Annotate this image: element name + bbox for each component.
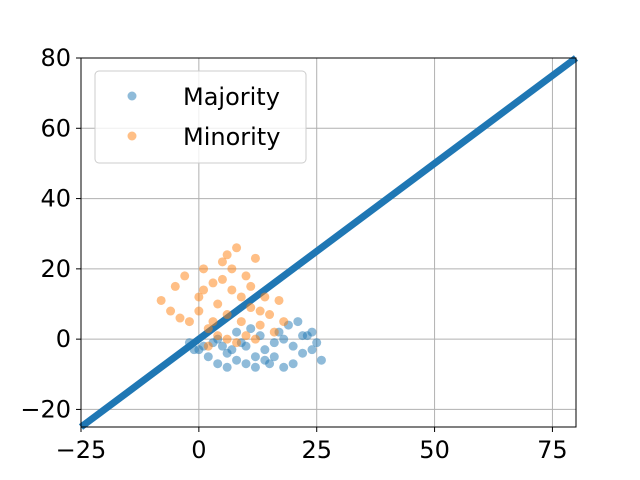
minority-point: [274, 295, 284, 305]
minority-point: [241, 331, 251, 341]
x-tick-label: 50: [419, 436, 450, 464]
y-tick-label: 20: [40, 255, 71, 283]
majority-point: [316, 355, 326, 365]
minority-point: [250, 253, 260, 263]
minority-point: [180, 271, 190, 281]
minority-point: [255, 320, 265, 330]
minority-point: [194, 292, 204, 302]
x-tick-label: −25: [56, 436, 107, 464]
majority-point: [217, 341, 227, 351]
minority-point: [269, 327, 279, 337]
y-tick-label: 60: [40, 114, 71, 142]
majority-point: [184, 338, 194, 348]
minority-legend-label: Minority: [183, 123, 280, 151]
majority-point: [222, 362, 232, 372]
majority-point: [241, 359, 251, 369]
majority-point: [288, 341, 298, 351]
minority-point: [232, 243, 242, 253]
majority-point: [232, 327, 242, 337]
majority-point: [203, 352, 213, 362]
majority-point: [250, 352, 260, 362]
majority-point: [298, 348, 308, 358]
minority-point: [227, 285, 237, 295]
y-tick-label: −20: [20, 395, 71, 423]
majority-point: [307, 327, 317, 337]
minority-point: [208, 278, 218, 288]
majority-point: [189, 345, 199, 355]
y-tick-label: 40: [40, 185, 71, 213]
majority-point: [213, 359, 223, 369]
x-tick-label: 0: [191, 436, 206, 464]
minority-point: [184, 317, 194, 327]
majority-legend-label: Majority: [183, 83, 280, 111]
minority-legend-marker: [127, 131, 137, 141]
minority-point: [255, 306, 265, 316]
minority-point: [222, 310, 232, 320]
x-tick-label: 75: [537, 436, 568, 464]
majority-point: [307, 345, 317, 355]
majority-point: [269, 352, 279, 362]
majority-point: [260, 355, 270, 365]
y-tick-label: 0: [56, 325, 71, 353]
axis-ticks: −25 0 25 50 75 −20 0 20 40 60 80: [20, 44, 567, 464]
minority-point: [208, 317, 218, 327]
minority-point: [213, 331, 223, 341]
minority-point: [222, 334, 232, 344]
legend: Majority Minority: [94, 70, 307, 164]
majority-point: [312, 338, 322, 348]
minority-point: [279, 317, 289, 327]
minority-point: [170, 281, 180, 291]
minority-point: [156, 295, 166, 305]
minority-point: [236, 317, 246, 327]
minority-point: [175, 313, 185, 323]
minority-point: [246, 281, 256, 291]
majority-point: [279, 362, 289, 372]
majority-point: [269, 338, 279, 348]
legend-box: [94, 70, 307, 164]
plot-area-frame: [80, 57, 577, 428]
minority-point: [250, 334, 260, 344]
reference-line: [78, 55, 579, 430]
minority-point: [222, 250, 232, 260]
majority-point: [260, 345, 270, 355]
minority-point: [241, 271, 251, 281]
minority-point: [166, 306, 176, 316]
minority-point: [199, 285, 209, 295]
majority-point: [227, 345, 237, 355]
minority-point: [260, 292, 270, 302]
majority-point: [246, 324, 256, 334]
minority-point: [194, 306, 204, 316]
minority-point: [246, 303, 256, 313]
majority-point: [298, 331, 308, 341]
minority-point: [265, 310, 275, 320]
minority-point: [213, 299, 223, 309]
minority-point: [232, 338, 242, 348]
minority-point: [227, 264, 237, 274]
minority-point: [203, 324, 213, 334]
minority-point: [203, 341, 213, 351]
majority-legend-marker: [127, 91, 137, 101]
minority-point: [236, 292, 246, 302]
majority-point: [232, 355, 242, 365]
majority-point: [250, 362, 260, 372]
data-points: [156, 243, 326, 372]
majority-point: [288, 359, 298, 369]
reference-lines: [78, 55, 579, 430]
minority-point: [199, 264, 209, 274]
y-tick-label: 80: [40, 44, 71, 72]
majority-point: [279, 334, 289, 344]
x-tick-label: 25: [301, 436, 332, 464]
minority-point: [217, 257, 227, 267]
majority-point: [293, 317, 303, 327]
minority-point: [217, 274, 227, 284]
